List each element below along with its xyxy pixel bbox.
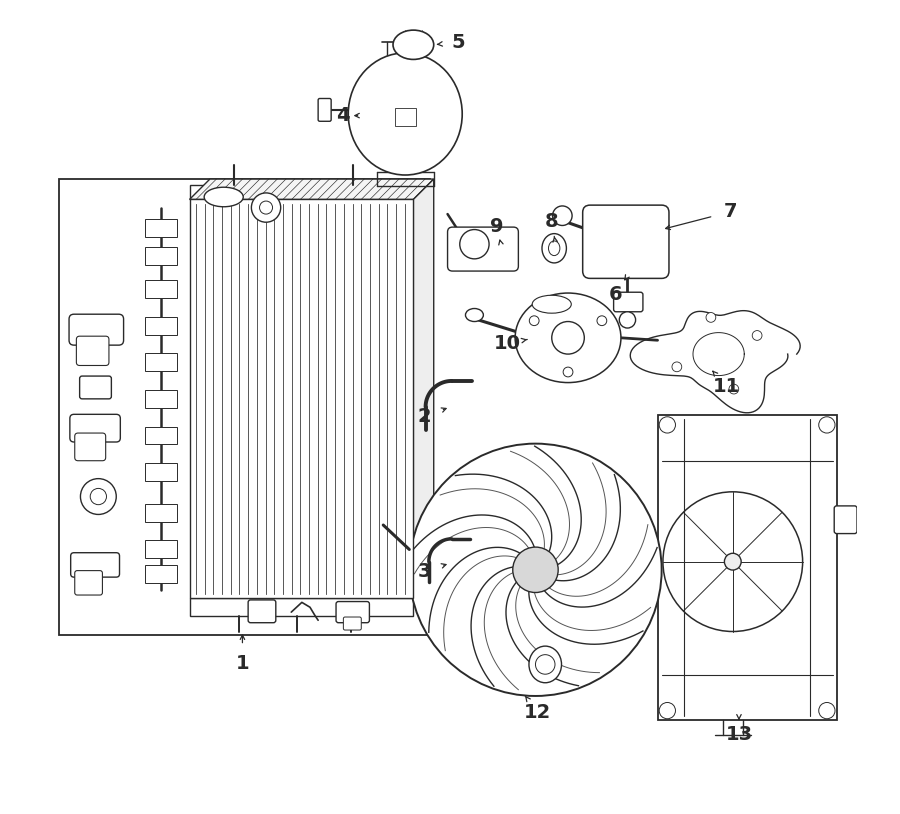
FancyBboxPatch shape — [145, 317, 177, 335]
FancyBboxPatch shape — [447, 227, 518, 271]
Text: 13: 13 — [725, 724, 752, 744]
FancyBboxPatch shape — [318, 98, 331, 121]
Text: 11: 11 — [713, 377, 741, 396]
FancyBboxPatch shape — [614, 292, 643, 312]
FancyBboxPatch shape — [145, 280, 177, 298]
Polygon shape — [190, 179, 434, 199]
Ellipse shape — [515, 293, 621, 383]
FancyBboxPatch shape — [71, 553, 120, 577]
FancyBboxPatch shape — [69, 314, 123, 345]
FancyBboxPatch shape — [75, 571, 103, 595]
FancyBboxPatch shape — [76, 336, 109, 365]
Circle shape — [724, 554, 742, 570]
FancyBboxPatch shape — [145, 219, 177, 237]
FancyBboxPatch shape — [248, 600, 275, 623]
Circle shape — [597, 316, 607, 326]
Circle shape — [536, 654, 555, 674]
FancyBboxPatch shape — [145, 427, 177, 444]
Text: 12: 12 — [525, 702, 552, 722]
Text: 6: 6 — [608, 285, 622, 304]
Text: 3: 3 — [418, 562, 431, 581]
FancyBboxPatch shape — [145, 390, 177, 408]
Polygon shape — [413, 179, 434, 606]
Circle shape — [619, 312, 635, 328]
Bar — [190, 185, 413, 199]
Ellipse shape — [393, 30, 434, 59]
FancyBboxPatch shape — [145, 540, 177, 558]
Circle shape — [819, 417, 835, 433]
FancyBboxPatch shape — [145, 463, 177, 481]
Circle shape — [259, 201, 273, 214]
Circle shape — [80, 479, 116, 514]
Circle shape — [819, 702, 835, 719]
FancyBboxPatch shape — [145, 504, 177, 522]
FancyBboxPatch shape — [145, 565, 177, 583]
Text: 1: 1 — [236, 654, 249, 673]
Circle shape — [659, 417, 676, 433]
Bar — [190, 598, 413, 616]
Circle shape — [410, 444, 662, 696]
FancyBboxPatch shape — [336, 602, 369, 623]
Text: 9: 9 — [490, 217, 503, 236]
FancyBboxPatch shape — [79, 376, 112, 399]
Circle shape — [513, 547, 558, 593]
Circle shape — [729, 384, 739, 394]
Ellipse shape — [548, 241, 560, 256]
Circle shape — [460, 230, 489, 259]
Circle shape — [563, 367, 573, 377]
Bar — [59, 179, 429, 635]
Polygon shape — [190, 199, 413, 598]
Circle shape — [752, 330, 762, 340]
FancyBboxPatch shape — [145, 353, 177, 371]
Ellipse shape — [529, 646, 562, 683]
Circle shape — [672, 362, 681, 372]
Ellipse shape — [465, 309, 483, 322]
Circle shape — [553, 206, 572, 225]
Circle shape — [90, 488, 106, 505]
Text: 7: 7 — [724, 202, 738, 221]
Text: 8: 8 — [544, 212, 559, 231]
Circle shape — [706, 313, 716, 322]
Circle shape — [529, 316, 539, 326]
Circle shape — [659, 702, 676, 719]
FancyBboxPatch shape — [75, 433, 105, 461]
FancyBboxPatch shape — [582, 205, 669, 278]
Bar — [395, 108, 416, 126]
Text: 5: 5 — [451, 33, 465, 52]
Bar — [658, 415, 837, 720]
Text: 10: 10 — [493, 334, 520, 353]
Ellipse shape — [348, 53, 463, 175]
Ellipse shape — [532, 295, 572, 313]
Circle shape — [552, 322, 584, 354]
FancyBboxPatch shape — [70, 414, 121, 442]
FancyBboxPatch shape — [344, 617, 361, 630]
FancyBboxPatch shape — [145, 247, 177, 265]
Text: 2: 2 — [417, 407, 431, 427]
Text: 4: 4 — [336, 106, 349, 125]
FancyBboxPatch shape — [834, 506, 857, 534]
Circle shape — [251, 193, 281, 222]
Ellipse shape — [204, 187, 243, 207]
Ellipse shape — [542, 234, 566, 263]
